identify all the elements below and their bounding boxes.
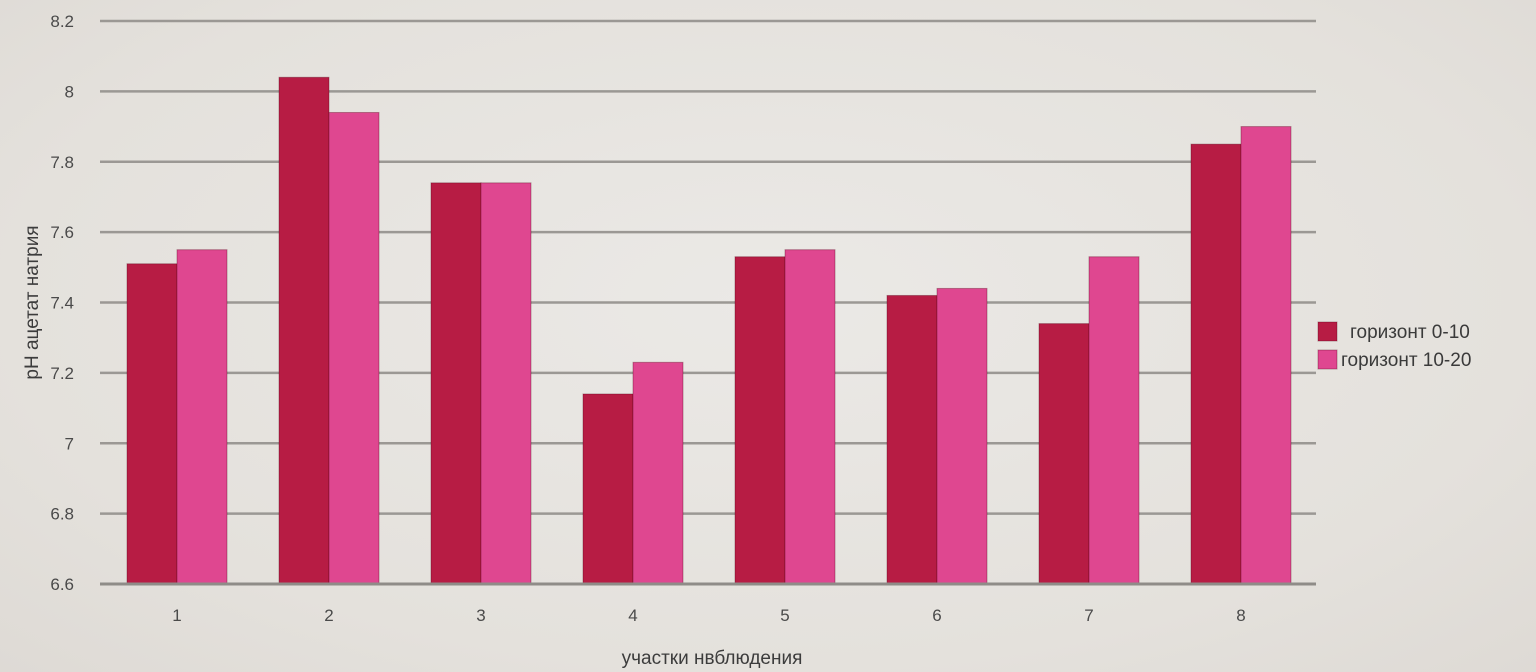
legend-label: горизонт 0-10 — [1350, 322, 1470, 343]
bar-series-1-cat-3 — [430, 182, 482, 585]
x-axis-title: участки нвблюдения — [622, 648, 803, 669]
legend-swatch — [1317, 349, 1338, 370]
bar-series-2-cat-5 — [784, 249, 836, 585]
y-tick-label: 8 — [65, 82, 74, 101]
y-tick-label: 7.2 — [50, 364, 74, 383]
bar-series-1-cat-1 — [126, 263, 178, 585]
bar-series-1-cat-7 — [1038, 323, 1090, 585]
y-tick-label: 7.4 — [50, 294, 74, 313]
bars — [126, 76, 1292, 585]
bar-series-1-cat-2 — [278, 76, 330, 585]
bar-series-2-cat-3 — [480, 182, 532, 585]
y-axis-ticks: 6.6 6.8 7 7.2 7.4 7.6 7.8 8 8.2 — [50, 12, 74, 594]
y-tick-label: 7.8 — [50, 153, 74, 172]
y-axis-title: pH ацетат натрия — [22, 225, 43, 379]
x-tick-label: 6 — [932, 606, 941, 625]
x-tick-label: 7 — [1084, 606, 1093, 625]
bar-series-2-cat-1 — [176, 249, 228, 585]
legend-swatch — [1317, 321, 1338, 342]
y-tick-label: 7.6 — [50, 223, 74, 242]
y-tick-label: 6.8 — [50, 505, 74, 524]
bar-series-1-cat-4 — [582, 393, 634, 585]
x-axis-ticks: 1 2 3 4 5 6 7 8 — [172, 606, 1245, 625]
x-tick-label: 2 — [324, 606, 333, 625]
x-tick-label: 8 — [1236, 606, 1245, 625]
x-tick-label: 1 — [172, 606, 181, 625]
x-tick-label: 3 — [476, 606, 485, 625]
bar-series-1-cat-6 — [886, 294, 938, 585]
bar-series-2-cat-2 — [328, 111, 380, 585]
bar-series-2-cat-6 — [936, 287, 988, 585]
bar-series-2-cat-4 — [632, 361, 684, 585]
bar-series-2-cat-7 — [1088, 256, 1140, 585]
bar-series-2-cat-8 — [1240, 126, 1292, 585]
x-tick-label: 4 — [628, 606, 637, 625]
x-tick-label: 5 — [780, 606, 789, 625]
bar-series-1-cat-8 — [1190, 143, 1242, 585]
y-tick-label: 8.2 — [50, 12, 74, 31]
legend-label: горизонт 10-20 — [1341, 350, 1471, 371]
bar-series-1-cat-5 — [734, 256, 786, 585]
y-tick-label: 6.6 — [50, 575, 74, 594]
y-tick-label: 7 — [65, 434, 74, 453]
legend: горизонт 0-10 горизонт 10-20 — [1317, 321, 1471, 371]
